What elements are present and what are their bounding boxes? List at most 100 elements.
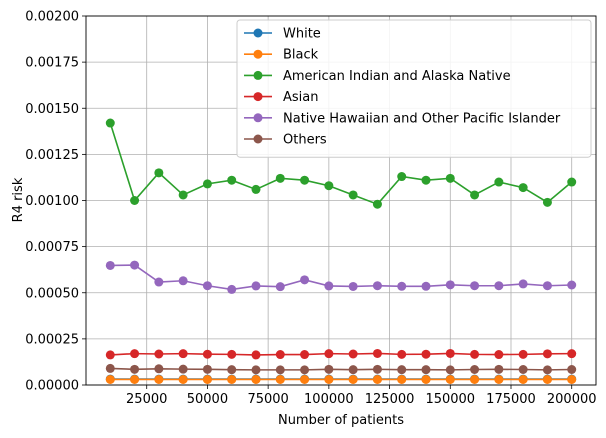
data-point: [130, 260, 140, 270]
data-point: [494, 281, 504, 291]
legend: White Black American Indian and Alaska Nat…: [236, 19, 592, 158]
x-axis-label: Number of patients: [278, 413, 404, 428]
legend-label: Black: [283, 48, 319, 63]
data-point: [251, 184, 261, 194]
data-point: [275, 282, 285, 292]
data-point: [275, 173, 285, 183]
y-tick-label: 0.00100: [25, 194, 79, 209]
x-tick-label: 25000: [126, 392, 167, 407]
data-point: [324, 374, 334, 384]
series-american-indian-and-alaska-native: [105, 118, 577, 209]
data-point: [494, 350, 504, 360]
data-point: [178, 276, 188, 286]
data-point: [567, 280, 577, 290]
legend-marker: [253, 92, 263, 102]
data-point: [421, 281, 431, 291]
data-point: [518, 374, 528, 384]
data-point: [397, 349, 407, 359]
data-point: [251, 350, 261, 360]
data-point: [494, 177, 504, 187]
legend-item: Black: [244, 48, 319, 63]
data-point: [494, 364, 504, 374]
legend-marker: [253, 70, 263, 80]
data-point: [227, 349, 237, 359]
series-black: [105, 374, 577, 384]
data-point: [397, 374, 407, 384]
legend-marker: [253, 28, 263, 38]
data-point: [130, 364, 140, 374]
data-point: [324, 281, 334, 291]
data-point: [275, 350, 285, 360]
data-point: [105, 260, 115, 270]
data-point: [300, 350, 310, 360]
data-point: [470, 365, 480, 375]
data-point: [494, 374, 504, 384]
data-point: [397, 172, 407, 182]
data-point: [251, 374, 261, 384]
series-layer: [105, 118, 577, 384]
data-point: [105, 374, 115, 384]
series-native-hawaiian-and-other-pacific-islander: [105, 260, 577, 294]
data-point: [324, 181, 334, 191]
x-tick-label: 50000: [187, 392, 228, 407]
data-point: [518, 365, 528, 375]
data-point: [542, 197, 552, 207]
data-point: [445, 348, 455, 358]
legend-item: White: [244, 27, 321, 42]
x-tick-label: 200000: [547, 392, 597, 407]
data-point: [324, 349, 334, 359]
y-tick-label: 0.00150: [25, 102, 79, 117]
data-point: [445, 365, 455, 375]
data-point: [567, 177, 577, 187]
data-point: [348, 190, 358, 200]
data-point: [227, 175, 237, 185]
data-point: [154, 374, 164, 384]
data-point: [300, 365, 310, 375]
data-point: [348, 374, 358, 384]
data-point: [227, 365, 237, 375]
legend-marker: [253, 134, 263, 144]
data-point: [202, 349, 212, 359]
data-point: [567, 365, 577, 375]
data-point: [542, 365, 552, 375]
data-point: [421, 349, 431, 359]
data-point: [470, 281, 480, 291]
y-tick-label: 0.00050: [25, 286, 79, 301]
series-others: [105, 363, 577, 375]
data-point: [300, 275, 310, 285]
y-tick-label: 0.00075: [25, 240, 79, 255]
data-point: [105, 118, 115, 128]
data-point: [421, 374, 431, 384]
data-point: [445, 374, 455, 384]
x-tick-label: 175000: [486, 392, 536, 407]
data-point: [567, 374, 577, 384]
y-tick-label: 0.00125: [25, 148, 79, 163]
data-point: [421, 365, 431, 375]
x-tick-label: 100000: [304, 392, 354, 407]
data-point: [178, 349, 188, 359]
data-point: [178, 190, 188, 200]
data-point: [372, 374, 382, 384]
data-point: [251, 281, 261, 291]
data-point: [130, 349, 140, 359]
x-tick-label: 75000: [247, 392, 288, 407]
legend-item: Asian: [244, 90, 318, 105]
data-point: [275, 374, 285, 384]
data-point: [518, 279, 528, 289]
legend-label: White: [283, 27, 321, 42]
legend-item: Native Hawaiian and Other Pacific Island…: [244, 111, 561, 126]
data-point: [251, 365, 261, 375]
y-tick-label: 0.00025: [25, 332, 79, 347]
x-axis: 25000 50000 75000 100000 125000 150000 175000 2…: [126, 385, 597, 407]
legend-item: American Indian and Alaska Native: [244, 69, 511, 84]
data-point: [202, 179, 212, 189]
data-point: [130, 196, 140, 205]
data-point: [445, 173, 455, 183]
legend-label: Native Hawaiian and Other Pacific Island…: [283, 111, 561, 126]
legend-marker: [253, 49, 263, 59]
data-point: [275, 365, 285, 375]
data-point: [372, 348, 382, 358]
y-tick-label: 0.00175: [25, 56, 79, 71]
data-point: [372, 199, 382, 209]
data-point: [397, 281, 407, 291]
